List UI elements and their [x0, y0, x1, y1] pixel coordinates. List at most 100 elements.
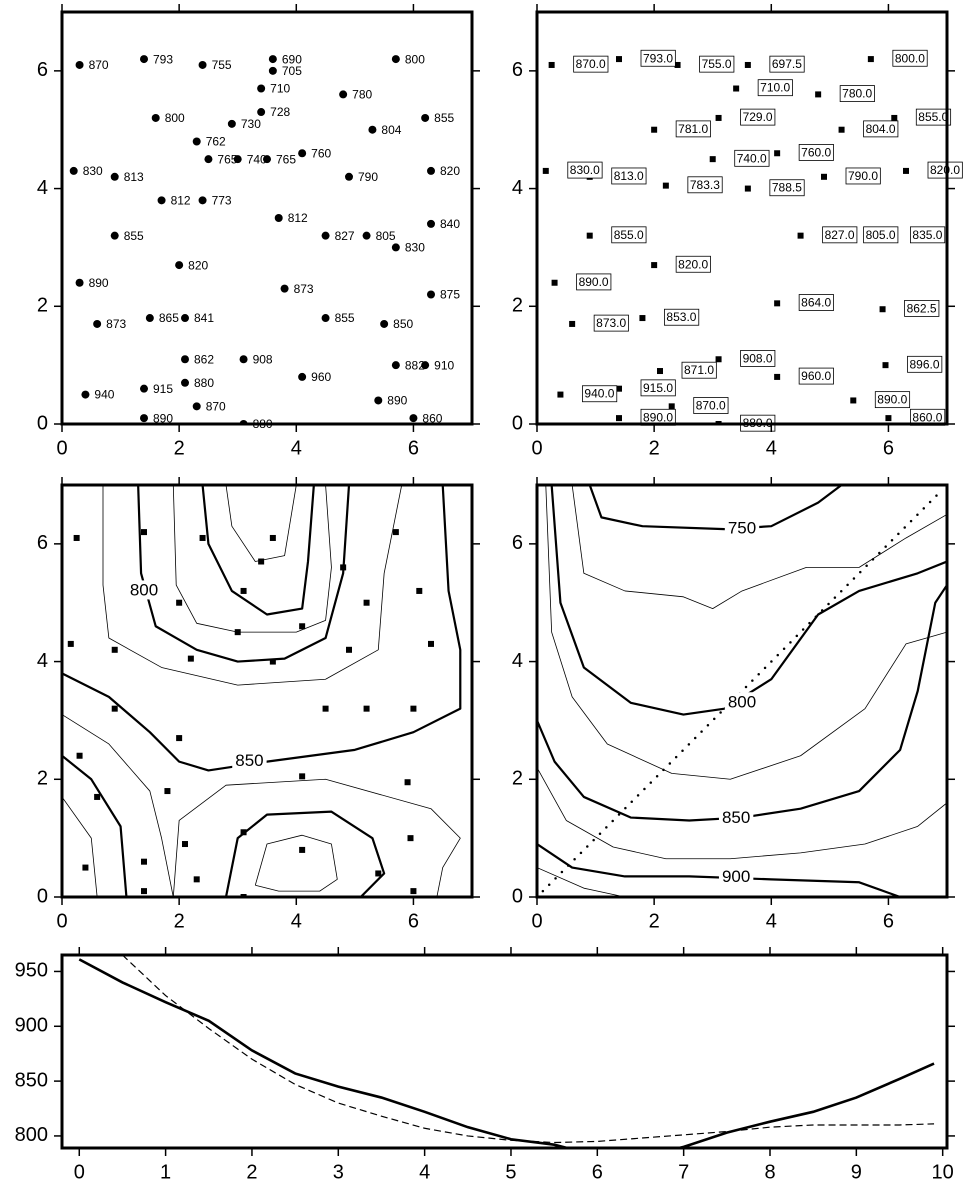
x-tick-label: 5 — [505, 1161, 516, 1183]
value-label: 762 — [206, 135, 226, 149]
point — [193, 876, 200, 883]
point — [268, 55, 277, 64]
y-tick-label: 4 — [37, 650, 48, 672]
plot-area — [69, 55, 435, 424]
point — [616, 56, 622, 63]
label-box — [611, 226, 647, 244]
label-box — [687, 176, 723, 194]
value-label: 864.0 — [801, 296, 831, 310]
line — [122, 955, 935, 1144]
point — [586, 232, 593, 239]
label-box — [863, 120, 899, 138]
point — [258, 558, 265, 565]
value-label: 915 — [153, 382, 173, 396]
value-label: 804 — [381, 123, 401, 137]
x-tick-label: 6 — [408, 910, 419, 932]
value-label: 813 — [124, 170, 144, 184]
value-label: 940 — [94, 388, 114, 402]
value-label: 783.3 — [690, 178, 720, 192]
label-box — [681, 361, 717, 379]
label-box — [927, 161, 963, 179]
value-label: 908 — [253, 352, 273, 366]
point — [299, 773, 306, 780]
point — [882, 362, 889, 369]
y-tick-label: 900 — [15, 1015, 48, 1037]
value-label: 812 — [171, 194, 191, 208]
value-label: 800 — [165, 111, 185, 125]
value-label: 690 — [282, 52, 302, 66]
value-label: 710 — [270, 82, 290, 96]
point — [240, 587, 247, 594]
value-label: 793 — [153, 52, 173, 66]
label-box — [907, 355, 943, 373]
y-tick-label: 6 — [37, 532, 48, 554]
value-label: 860.0 — [912, 410, 942, 424]
point — [363, 705, 370, 712]
value-label: 855.0 — [918, 110, 948, 124]
point — [175, 261, 184, 270]
label-box — [576, 273, 612, 291]
x-tick-label: 4 — [766, 437, 777, 459]
value-label: 853.0 — [666, 310, 696, 324]
point — [850, 397, 857, 404]
contour-line — [62, 796, 98, 897]
point — [733, 85, 740, 92]
y-tick-label: 0 — [37, 885, 48, 907]
point — [668, 403, 675, 410]
contour-line — [537, 867, 625, 897]
label-box — [757, 79, 793, 97]
label-box — [734, 149, 770, 167]
contour-line — [537, 584, 947, 822]
value-label: 773 — [212, 194, 232, 208]
contour-line — [225, 485, 297, 562]
point — [404, 779, 411, 786]
point — [410, 888, 417, 895]
frame — [535, 10, 949, 426]
value-label: 804.0 — [866, 122, 896, 136]
contour-label: 800 — [728, 692, 756, 711]
point — [321, 314, 330, 323]
x-tick-label: 2 — [174, 437, 185, 459]
x-tick-label: 0 — [531, 437, 542, 459]
value-label: 820 — [188, 258, 208, 272]
point — [257, 84, 266, 93]
label-box — [910, 226, 946, 244]
point — [111, 705, 118, 712]
point — [280, 284, 289, 293]
labels: 800 850 — [126, 580, 267, 771]
x-tick-label: 0 — [56, 910, 67, 932]
y-tick-label: 850 — [15, 1069, 48, 1091]
point — [744, 185, 751, 192]
value-label: 740.0 — [737, 151, 767, 165]
value-label: 840 — [440, 217, 460, 231]
point — [299, 846, 306, 853]
value-label: 940.0 — [584, 387, 614, 401]
x-tick-label: 4 — [419, 1161, 430, 1183]
label-box — [839, 85, 875, 102]
x-tick-label: 6 — [883, 910, 894, 932]
point — [391, 243, 400, 252]
point — [110, 231, 119, 240]
value-label: 865 — [159, 311, 179, 325]
point — [192, 137, 201, 146]
label-box — [740, 350, 776, 367]
point — [345, 172, 353, 181]
point — [569, 320, 576, 327]
point — [239, 355, 248, 364]
point — [73, 534, 80, 541]
y-tick-label: 0 — [512, 885, 523, 907]
value-label: 790 — [358, 170, 378, 184]
value-label: 780.0 — [842, 87, 872, 101]
label-box — [640, 379, 676, 397]
contour-line — [62, 714, 174, 897]
point — [151, 113, 160, 122]
point — [93, 319, 102, 328]
point — [75, 278, 84, 287]
point — [198, 196, 207, 205]
point — [891, 114, 898, 121]
point — [774, 373, 781, 380]
contour-line — [62, 485, 462, 772]
contour-line — [545, 485, 947, 780]
point — [903, 167, 909, 174]
contour-line — [571, 485, 947, 609]
